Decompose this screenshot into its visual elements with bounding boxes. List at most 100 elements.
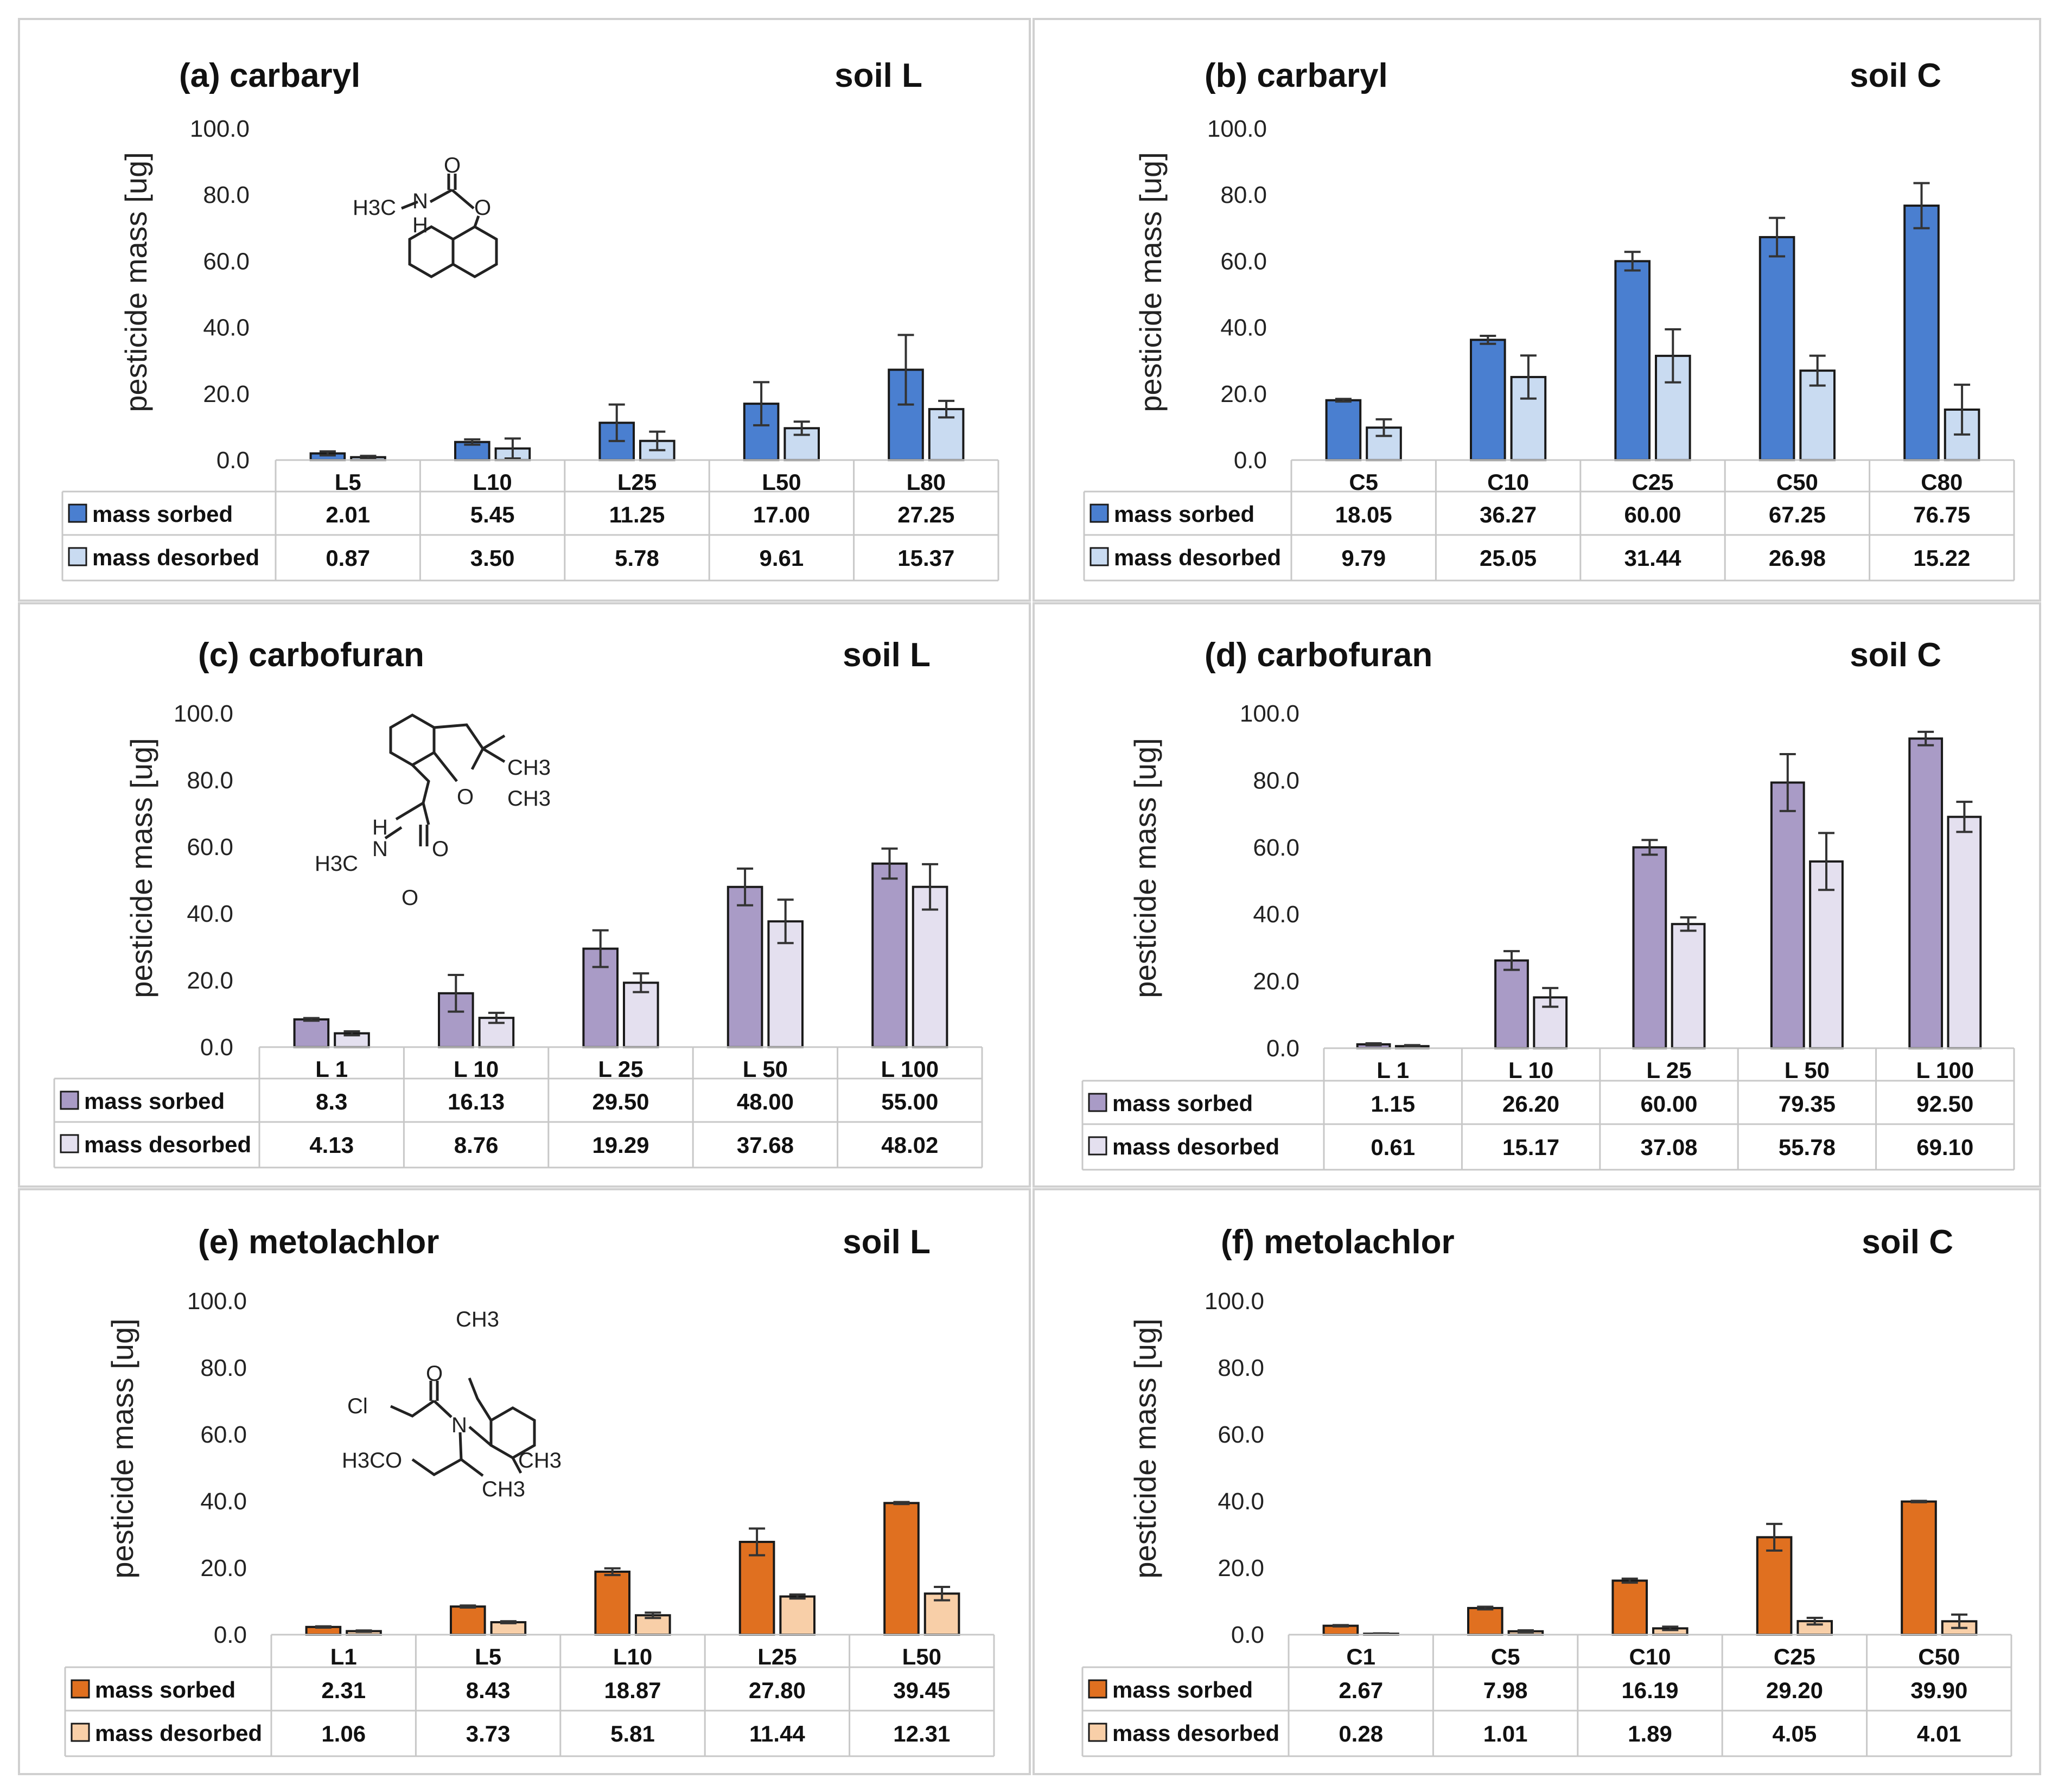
panel-c: (c) carbofuran soil L pesticide mass [ug…: [18, 602, 1031, 1188]
data-label: 19.29: [592, 1132, 649, 1158]
error-bar: [504, 437, 521, 460]
error-bar: [1520, 354, 1537, 400]
y-tick-label: 100.0: [174, 700, 233, 727]
data-label: 18.87: [604, 1678, 661, 1703]
y-tick-label: 100.0: [1240, 700, 1299, 727]
error-bar: [319, 450, 336, 457]
y-tick-label: 40.0: [1253, 901, 1299, 928]
data-label: 8.43: [466, 1678, 511, 1703]
legend-swatch: [68, 547, 87, 566]
error-bar: [1641, 839, 1658, 856]
error-bar: [360, 455, 377, 460]
carbaryl-ring-right: [452, 225, 498, 278]
error-bar: [645, 1611, 661, 1619]
data-label: 29.20: [1766, 1678, 1823, 1703]
bar-desorbed: [1947, 815, 1982, 1049]
error-bar: [1624, 251, 1641, 272]
error-bar: [1766, 1522, 1783, 1552]
data-label: 36.27: [1480, 502, 1537, 527]
y-tick-label: 80.0: [1218, 1355, 1264, 1381]
error-bar: [737, 867, 754, 907]
error-bar: [934, 1585, 951, 1602]
error-bar: [1809, 354, 1826, 387]
error-bar: [922, 863, 939, 911]
error-bar: [1517, 1629, 1534, 1634]
category-label: L80: [907, 469, 946, 495]
data-label: 11.44: [749, 1721, 805, 1746]
y-tick-label: 60.0: [1220, 248, 1267, 275]
data-label: 69.10: [1916, 1134, 1973, 1160]
y-tick-label: 40.0: [1220, 315, 1267, 341]
category-label: C5: [1491, 1644, 1520, 1669]
legend-label: mass desorbed: [1112, 1134, 1279, 1159]
error-bar: [1480, 335, 1496, 345]
category-label: L25: [617, 469, 657, 495]
panel-f: (f) metolachlor soil C pesticide mass [u…: [1033, 1188, 2041, 1775]
error-bar: [303, 1017, 320, 1022]
carbaryl-label-h3c: H3C: [353, 196, 396, 220]
data-table: [64, 1634, 995, 1757]
panel-e-title: (e) metolachlor: [198, 1223, 439, 1261]
metolachlor-n-c: [433, 1400, 453, 1418]
data-label: 9.61: [760, 545, 804, 571]
category-label: C25: [1774, 1644, 1815, 1669]
data-label: 67.25: [1769, 502, 1826, 527]
data-label: 1.06: [321, 1721, 366, 1746]
bar-sorbed: [1770, 781, 1805, 1050]
legend-label: mass sorbed: [1114, 501, 1254, 527]
panel-a: (a) carbaryl soil L pesticide mass [ug] …: [18, 18, 1031, 602]
metolachlor-label-ch3-mid: CH3: [518, 1449, 562, 1472]
data-label: 39.45: [893, 1678, 950, 1703]
data-label: 2.01: [326, 502, 370, 527]
bar-sorbed: [1470, 339, 1506, 462]
error-bar: [938, 399, 955, 419]
carbofuran-label-h: H: [372, 815, 388, 839]
error-bar: [1662, 1625, 1679, 1631]
bar-sorbed: [293, 1018, 330, 1048]
panel-d-plot: 0.0 20.0 40.0 60.0 80.0 100.0 L 1 L 10 L 25 L 50 L…: [1081, 700, 2015, 1171]
panel-c-plot: 0.0 20.0 40.0 60.0 80.0 100.0 L 1 L 10 L 25 L 50 L…: [53, 700, 983, 1169]
data-label: 2.31: [321, 1678, 366, 1703]
legend-swatch: [71, 1679, 90, 1699]
legend-swatch: [60, 1134, 79, 1153]
error-bar: [1665, 328, 1681, 384]
data-label: 8.3: [316, 1089, 347, 1114]
data-label: 26.20: [1502, 1091, 1559, 1117]
category-label: L50: [762, 469, 801, 495]
data-label: 48.02: [881, 1132, 938, 1158]
data-label: 17.00: [753, 502, 810, 527]
error-bar: [1806, 1616, 1823, 1626]
error-bar: [1404, 1044, 1420, 1049]
legend-label: mass sorbed: [1112, 1677, 1253, 1702]
legend-swatch: [1088, 1093, 1107, 1112]
legend-label: mass sorbed: [84, 1088, 225, 1114]
category-label: C5: [1349, 469, 1378, 495]
category-label: L 1: [315, 1056, 348, 1082]
data-label: 15.37: [897, 545, 954, 571]
data-label: 79.35: [1779, 1091, 1836, 1117]
carbofuran-nh-bond: [384, 826, 403, 840]
panel-d-frame: [1033, 602, 2041, 1188]
panel-a-frame: [18, 18, 1031, 602]
carbofuran-furan: [433, 723, 485, 782]
legend-swatch: [68, 503, 87, 523]
panel-a-title: (a) carbaryl: [179, 57, 360, 94]
error-bar: [1956, 800, 1973, 833]
panel-a-soil: soil L: [834, 57, 922, 94]
error-bar: [1954, 384, 1971, 436]
bar-sorbed: [1611, 1579, 1648, 1636]
error-bar: [1779, 752, 1796, 812]
error-bar: [649, 430, 666, 451]
error-bar: [633, 972, 649, 993]
category-label: C25: [1632, 469, 1673, 495]
metolachlor-label-h3co: H3CO: [342, 1449, 402, 1472]
metolachlor-label-ch3-bottom: CH3: [482, 1477, 525, 1501]
bar-sorbed: [1908, 737, 1944, 1049]
error-bar: [1503, 950, 1520, 971]
carbaryl-structure-drawing: [401, 174, 498, 278]
error-bar: [893, 1501, 910, 1506]
data-label: 37.08: [1640, 1134, 1697, 1160]
data-label: 7.98: [1483, 1678, 1528, 1703]
panel-c-title: (c) carbofuran: [198, 636, 424, 674]
legend-swatch: [71, 1723, 90, 1742]
